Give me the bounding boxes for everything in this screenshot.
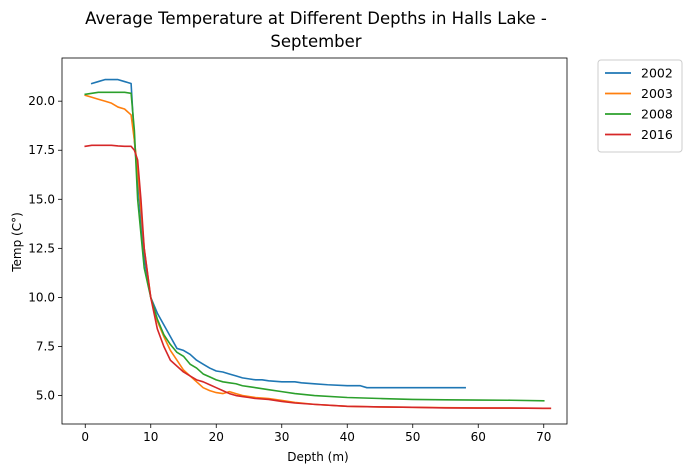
y-tick-label: 10.0 <box>28 290 55 304</box>
legend-label-2003: 2003 <box>641 86 673 101</box>
x-tick-label: 30 <box>274 430 289 444</box>
x-tick-label: 60 <box>471 430 486 444</box>
x-tick-label: 20 <box>209 430 224 444</box>
y-tick-label: 12.5 <box>28 241 55 255</box>
x-tick-label: 10 <box>143 430 158 444</box>
y-tick-label: 20.0 <box>28 94 55 108</box>
x-axis-label: Depth (m) <box>287 450 348 464</box>
x-tick-label: 50 <box>405 430 420 444</box>
y-axis-label: Temp (C°) <box>10 212 24 273</box>
y-tick-label: 7.5 <box>36 339 55 353</box>
series-line-2002 <box>90 78 466 389</box>
plot-lines <box>84 78 552 410</box>
y-axis: 5.0 7.5 10.0 12.5 15.0 17.5 20.0 <box>28 94 62 403</box>
legend-label-2008: 2008 <box>641 107 673 122</box>
series-line-2003 <box>84 94 552 410</box>
legend-label-2016: 2016 <box>641 127 673 142</box>
y-tick-label: 17.5 <box>28 143 55 157</box>
y-tick-label: 5.0 <box>36 389 55 403</box>
x-tick-label: 70 <box>536 430 551 444</box>
chart-title: Average Temperature at Different Depths … <box>85 9 547 51</box>
plot-frame <box>61 57 568 425</box>
chart-title-line-1: Average Temperature at Different Depths … <box>85 9 547 28</box>
y-tick-label: 15.0 <box>28 192 55 206</box>
series-line-2008 <box>84 91 545 402</box>
x-tick-label: 40 <box>340 430 355 444</box>
chart-title-line-2: September <box>270 32 361 51</box>
legend-box <box>597 59 683 153</box>
x-tick-label: 0 <box>81 430 89 444</box>
legend: 2002 2003 2008 2016 <box>597 59 683 153</box>
legend-label-2002: 2002 <box>641 66 673 81</box>
x-axis: 0 10 20 30 40 50 60 70 <box>81 424 551 444</box>
series-line-2016 <box>84 144 552 410</box>
